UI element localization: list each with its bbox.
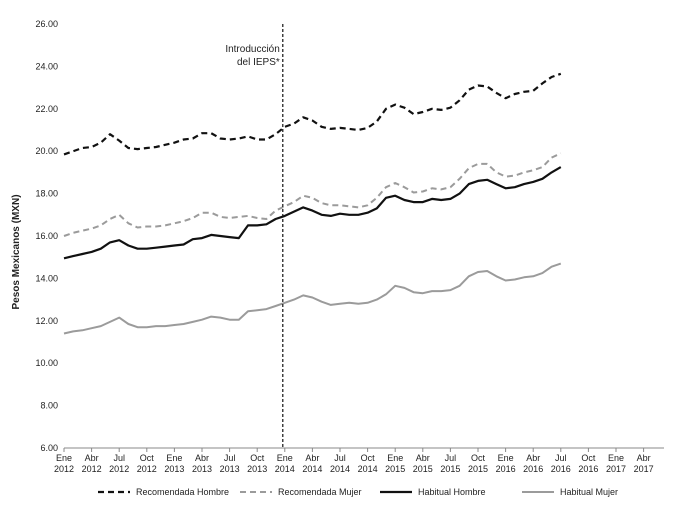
x-tick-year: 2015 — [440, 464, 460, 474]
legend: Recomendada Hombre Recomendada Mujer Habit… — [98, 487, 618, 497]
x-tick-month: Oct — [361, 453, 376, 463]
x-tick-year: 2016 — [551, 464, 571, 474]
series-line-recomendada-mujer — [63, 152, 562, 237]
x-tick-month: Oct — [140, 453, 155, 463]
y-tick-label: 18.00 — [35, 189, 58, 199]
x-tick-month: Jul — [334, 453, 346, 463]
x-tick-year: 2016 — [496, 464, 516, 474]
x-tick-year: 2014 — [302, 464, 322, 474]
annotation-line-1: Introducción — [225, 44, 279, 55]
x-tick-month: Abr — [637, 453, 651, 463]
annotation-line-2: del IEPS* — [237, 57, 280, 68]
series-line-habitual-mujer — [63, 262, 562, 335]
y-tick-label: 24.00 — [35, 61, 58, 71]
y-tick-label: 12.00 — [35, 316, 58, 326]
x-tick-year: 2012 — [109, 464, 129, 474]
x-tick-year: 2012 — [82, 464, 102, 474]
x-tick-year: 2015 — [468, 464, 488, 474]
x-tick-year: 2016 — [523, 464, 543, 474]
y-tick-label: 26.00 — [35, 19, 58, 29]
x-tick-month: Abr — [526, 453, 540, 463]
legend-label-habitual-hombre: Habitual Hombre — [418, 487, 486, 497]
x-tick-month: Ene — [387, 453, 403, 463]
legend-label-recomendada-hombre: Recomendada Hombre — [136, 487, 229, 497]
y-tick-label: 16.00 — [35, 231, 58, 241]
x-tick-month: Jul — [113, 453, 125, 463]
legend-label-habitual-mujer: Habitual Mujer — [560, 487, 618, 497]
y-tick-label: 10.00 — [35, 358, 58, 368]
x-tick-month: Ene — [277, 453, 293, 463]
x-tick-year: 2015 — [413, 464, 433, 474]
x-axis-ticks: Ene2012Abr2012Jul2012Oct2012Ene2013Abr20… — [54, 448, 654, 474]
x-tick-year: 2013 — [220, 464, 240, 474]
x-tick-year: 2013 — [247, 464, 267, 474]
x-tick-year: 2012 — [54, 464, 74, 474]
x-tick-year: 2015 — [385, 464, 405, 474]
y-axis-ticks: 6.00 8.00 10.00 12.00 14.00 16.00 18.00 20.00 22… — [35, 19, 58, 453]
x-tick-month: Abr — [416, 453, 430, 463]
x-tick-year: 2014 — [330, 464, 350, 474]
series-line-habitual-hombre — [63, 166, 562, 260]
x-tick-year: 2014 — [358, 464, 378, 474]
x-tick-year: 2014 — [275, 464, 295, 474]
x-tick-year: 2013 — [192, 464, 212, 474]
x-tick-year: 2017 — [634, 464, 654, 474]
x-tick-year: 2017 — [606, 464, 626, 474]
x-tick-month: Abr — [195, 453, 209, 463]
y-tick-label: 14.00 — [35, 273, 58, 283]
x-tick-year: 2016 — [578, 464, 598, 474]
y-tick-label: 20.00 — [35, 146, 58, 156]
series-layer — [63, 72, 562, 335]
x-tick-month: Abr — [85, 453, 99, 463]
x-tick-year: 2012 — [137, 464, 157, 474]
x-tick-month: Oct — [471, 453, 486, 463]
x-tick-month: Ene — [166, 453, 182, 463]
x-tick-year: 2013 — [164, 464, 184, 474]
x-tick-month: Jul — [224, 453, 236, 463]
x-tick-month: Oct — [250, 453, 265, 463]
x-tick-month: Ene — [56, 453, 72, 463]
x-tick-month: Oct — [581, 453, 596, 463]
x-tick-month: Ene — [608, 453, 624, 463]
y-axis-label: Pesos Mexicanos (MXN) — [11, 194, 22, 309]
y-tick-label: 22.00 — [35, 104, 58, 114]
legend-label-recomendada-mujer: Recomendada Mujer — [278, 487, 362, 497]
x-tick-month: Jul — [555, 453, 567, 463]
x-tick-month: Abr — [305, 453, 319, 463]
y-tick-label: 8.00 — [40, 401, 58, 411]
series-line-recomendada-hombre — [63, 72, 562, 156]
x-tick-month: Ene — [498, 453, 514, 463]
y-tick-label: 6.00 — [40, 443, 58, 453]
x-tick-month: Jul — [445, 453, 457, 463]
